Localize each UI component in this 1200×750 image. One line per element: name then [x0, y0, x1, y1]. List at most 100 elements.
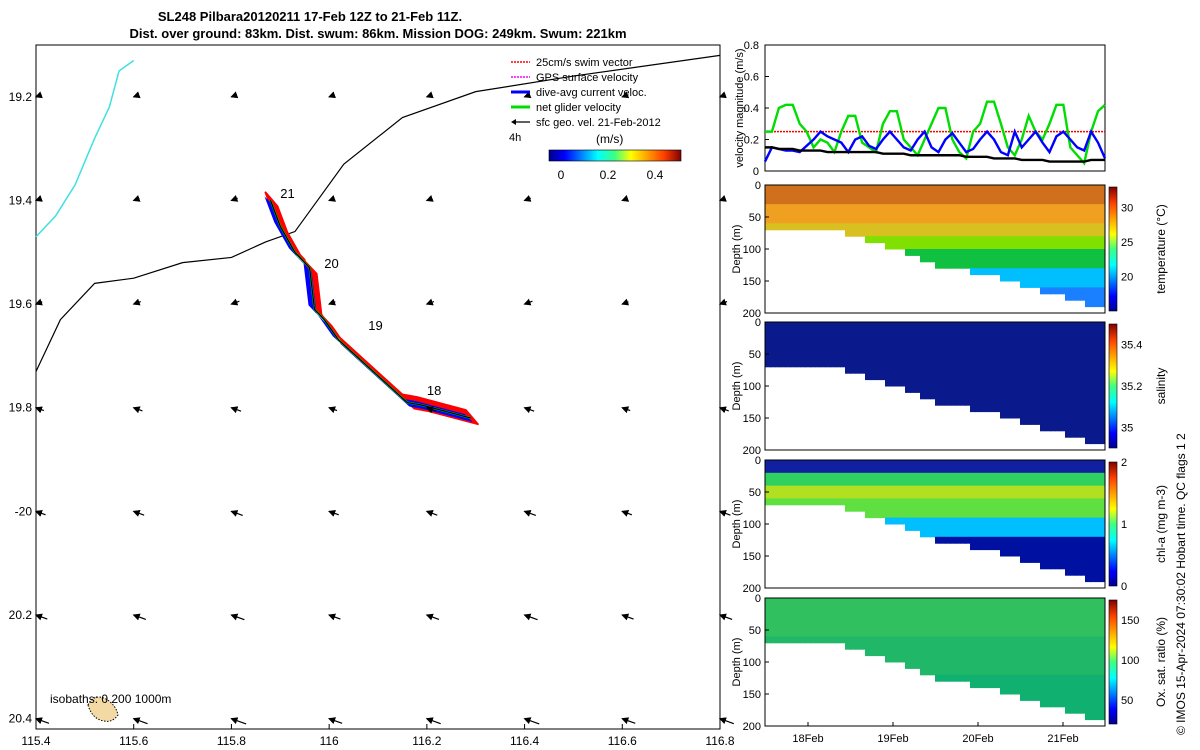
heatmap-cell: [1055, 604, 1061, 612]
heatmap-cell: [810, 341, 816, 349]
heatmap-cell: [950, 623, 956, 631]
heatmap-cell: [1040, 466, 1046, 474]
heatmap-cell: [990, 504, 996, 512]
heatmap-cell: [980, 498, 986, 506]
heatmap-cell: [1100, 655, 1106, 663]
heatmap-cell: [1095, 575, 1101, 583]
heatmap-cell: [940, 472, 946, 480]
heatmap-cell: [865, 472, 871, 480]
heatmap-cell: [1070, 204, 1076, 212]
heatmap-cell: [1000, 328, 1006, 336]
heatmap-cell: [1015, 223, 1021, 231]
heatmap-cell: [935, 642, 941, 650]
heatmap-cell: [1030, 623, 1036, 631]
heatmap-cell: [960, 623, 966, 631]
heatmap-cell: [875, 604, 881, 612]
heatmap-cell: [970, 405, 976, 413]
heatmap-cell: [955, 504, 961, 512]
heatmap-cell: [765, 472, 771, 480]
heatmap-cell: [925, 386, 931, 393]
heatmap-cell: [1035, 217, 1041, 224]
heatmap-cell: [1025, 687, 1031, 695]
heatmap-cell: [1030, 543, 1036, 551]
heatmap-cell: [1070, 373, 1076, 381]
heatmap-cell: [1070, 347, 1076, 355]
heatmap-cell: [825, 217, 831, 224]
heatmap-cell: [1010, 197, 1016, 205]
heatmap-cell: [1015, 322, 1021, 329]
heatmap-cell: [900, 322, 906, 329]
heatmap-cell: [1005, 610, 1011, 618]
heatmap-cell: [1070, 466, 1076, 474]
heatmap-cell: [960, 604, 966, 612]
heatmap-cell: [795, 191, 801, 199]
heatmap-cell: [815, 185, 821, 192]
heatmap-cell: [1005, 630, 1011, 637]
heatmap-cell: [1010, 630, 1016, 637]
heatmap-cell: [1070, 530, 1076, 538]
heatmap-cell: [1095, 366, 1101, 374]
heatmap-cell: [1025, 479, 1031, 487]
heatmap-cell: [825, 210, 831, 218]
heatmap-cell: [1020, 642, 1026, 650]
heatmap-cell: [930, 328, 936, 336]
heatmap-cell: [870, 210, 876, 218]
heatmap-cell: [1055, 210, 1061, 218]
heatmap-cell: [1075, 386, 1081, 393]
heatmap-cell: [840, 354, 846, 361]
heatmap-cell: [1100, 556, 1106, 563]
heatmap-cell: [860, 472, 866, 480]
heatmap-cell: [885, 197, 891, 205]
heatmap-cell: [1015, 543, 1021, 551]
heatmap-cell: [1025, 492, 1031, 499]
heatmap-cell: [965, 472, 971, 480]
heatmap-cell: [1065, 562, 1071, 570]
heatmap-cell: [1085, 498, 1091, 506]
heatmap-cell: [830, 204, 836, 212]
heatmap-cell: [920, 223, 926, 231]
heatmap-cell: [980, 511, 986, 519]
heatmap-cell: [985, 322, 991, 329]
heatmap-cell: [1050, 197, 1056, 205]
heatmap-cell: [790, 485, 796, 493]
heatmap-cell: [940, 662, 946, 669]
heatmap-cell: [960, 472, 966, 480]
heatmap-cell: [825, 460, 831, 467]
heatmap-cell: [1070, 604, 1076, 612]
heatmap-cell: [1045, 498, 1051, 506]
heatmap-cell: [1090, 261, 1096, 269]
heatmap-cell: [1100, 623, 1106, 631]
heatmap-cell: [1060, 642, 1066, 650]
heatmap-cell: [1090, 328, 1096, 336]
heatmap-cell: [945, 191, 951, 199]
heatmap-cell: [785, 217, 791, 224]
heatmap-cell: [1075, 249, 1081, 256]
heatmap-cell: [825, 354, 831, 361]
heatmap-cell: [840, 498, 846, 506]
heatmap-cell: [945, 217, 951, 224]
heatmap-cell: [1065, 517, 1071, 525]
heatmap-cell: [845, 492, 851, 499]
heatmap-cell: [1090, 668, 1096, 676]
heatmap-cell: [1075, 424, 1081, 432]
heatmap-cell: [1065, 341, 1071, 349]
heatmap-cell: [920, 242, 926, 250]
heatmap-cell: [970, 511, 976, 519]
heatmap-cell: [1095, 300, 1101, 308]
geo-velocity-arrow: [621, 298, 630, 306]
heatmap-cell: [1045, 466, 1051, 474]
heatmap-cell: [895, 630, 901, 637]
heatmap-cell: [1035, 536, 1041, 544]
heatmap-cell: [995, 185, 1001, 192]
heatmap-cell: [1085, 360, 1091, 368]
heatmap-cell: [1040, 562, 1046, 570]
heatmap-cell: [1060, 386, 1066, 393]
heatmap-cell: [990, 466, 996, 474]
velocity-series: [763, 128, 1107, 163]
heatmap-cell: [1060, 347, 1066, 355]
heatmap-cell: [1020, 386, 1026, 393]
coastline: [35, 59, 135, 238]
heatmap-cell: [1035, 185, 1041, 192]
heatmap-cell: [810, 328, 816, 336]
y-tick-label: 19.2: [9, 90, 33, 104]
